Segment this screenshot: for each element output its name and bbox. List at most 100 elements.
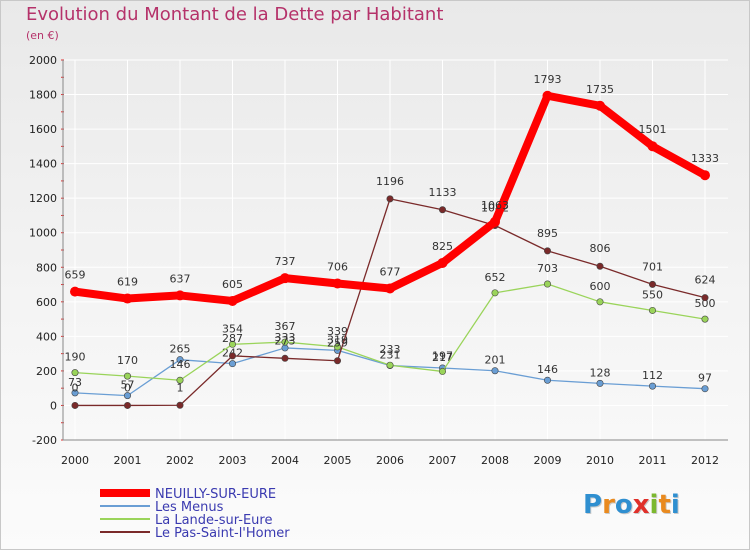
- data-label: 201: [485, 354, 506, 367]
- data-label: 197: [432, 349, 453, 362]
- data-label: 333: [275, 331, 296, 344]
- data-label: 0: [124, 381, 131, 394]
- data-label: 659: [65, 269, 86, 282]
- y-tick-label: 600: [36, 296, 57, 309]
- data-label: 806: [590, 242, 611, 255]
- data-point: [71, 401, 79, 409]
- data-label: 1: [177, 381, 184, 394]
- y-tick-label: 200: [36, 365, 57, 378]
- data-label: 354: [222, 322, 243, 335]
- data-point: [701, 315, 709, 323]
- y-tick-label: 1800: [29, 89, 57, 102]
- data-label: 97: [698, 372, 712, 385]
- data-label: 57: [121, 379, 135, 392]
- data-label: 652: [485, 271, 506, 284]
- data-point: [333, 357, 341, 365]
- data-label: 287: [222, 332, 243, 345]
- data-point: [70, 286, 80, 297]
- data-label: 367: [275, 320, 296, 333]
- data-point: [175, 290, 185, 301]
- x-tick-label: 2000: [61, 454, 89, 467]
- y-tick-label: 1400: [29, 158, 57, 171]
- x-tick-label: 2012: [691, 454, 719, 467]
- data-label: 701: [642, 260, 663, 273]
- data-point: [281, 338, 289, 346]
- data-point: [543, 280, 551, 288]
- data-label: 619: [117, 276, 138, 289]
- y-tick-label: 1000: [29, 227, 57, 240]
- data-point: [71, 369, 79, 377]
- data-point: [437, 257, 448, 268]
- data-label: 600: [590, 280, 611, 293]
- x-tick-label: 2001: [114, 454, 142, 467]
- data-point: [543, 247, 551, 255]
- logo-letter: o: [614, 490, 633, 520]
- data-point: [71, 389, 79, 397]
- x-tick-label: 2004: [271, 454, 299, 467]
- data-point: [229, 352, 237, 360]
- data-label: 112: [642, 369, 663, 382]
- logo-letter: x: [632, 490, 650, 520]
- x-tick-label: 2011: [639, 454, 667, 467]
- axes: -200020040060080010001200140016001800200…: [29, 54, 728, 467]
- data-label: 1793: [534, 73, 562, 86]
- data-label: 233: [380, 343, 401, 356]
- data-point: [543, 376, 551, 384]
- data-point: [229, 360, 237, 368]
- data-point: [491, 289, 499, 297]
- data-point: [648, 280, 656, 288]
- data-point: [647, 141, 658, 152]
- y-tick-label: 1600: [29, 123, 57, 136]
- data-label: 1501: [639, 123, 667, 136]
- data-point: [333, 343, 341, 351]
- logo-letter: P: [583, 490, 603, 520]
- y-tick-label: 800: [36, 261, 57, 274]
- legend-label: Les Menus: [155, 500, 224, 515]
- data-point: [595, 100, 605, 111]
- y-tick-label: 2000: [29, 54, 57, 67]
- data-label: 1735: [586, 83, 614, 96]
- data-label: 624: [695, 274, 716, 287]
- data-point: [701, 294, 709, 302]
- data-point: [596, 262, 604, 270]
- data-point: [385, 283, 395, 294]
- data-point: [227, 295, 238, 306]
- data-label: 73: [68, 376, 82, 389]
- y-tick-label: 0: [50, 399, 57, 412]
- data-label: 703: [537, 262, 558, 275]
- data-point: [491, 367, 499, 375]
- x-tick-label: 2009: [534, 454, 562, 467]
- data-label: 1133: [429, 186, 457, 199]
- data-label: 190: [65, 351, 86, 364]
- chart-title: Evolution du Montant de la Dette par Hab…: [26, 4, 444, 25]
- data-point: [229, 340, 237, 348]
- data-point: [176, 376, 184, 384]
- data-point: [438, 206, 446, 214]
- logo-letter: i: [670, 490, 680, 520]
- data-point: [596, 298, 604, 306]
- data-label: 500: [695, 297, 716, 310]
- data-label: 128: [590, 366, 611, 379]
- data-point: [122, 293, 133, 304]
- data-point: [648, 306, 656, 314]
- data-label: 706: [327, 261, 348, 274]
- data-label: 259: [327, 337, 348, 350]
- data-label: 146: [537, 363, 558, 376]
- data-point: [596, 379, 604, 387]
- logo-letter: r: [602, 490, 615, 520]
- data-label: 0: [72, 381, 79, 394]
- data-label: 1333: [691, 152, 719, 165]
- data-point: [438, 367, 446, 375]
- data-label: 737: [275, 255, 296, 268]
- data-label: 550: [642, 288, 663, 301]
- chart-subtitle: (en €): [26, 29, 59, 42]
- data-point: [386, 361, 394, 369]
- data-label: 1196: [376, 175, 404, 188]
- x-tick-label: 2006: [376, 454, 404, 467]
- x-tick-label: 2008: [481, 454, 509, 467]
- data-label: 265: [170, 343, 191, 356]
- x-tick-label: 2010: [586, 454, 614, 467]
- data-point: [701, 385, 709, 393]
- logo-letter: i: [649, 490, 659, 520]
- data-point: [490, 216, 500, 227]
